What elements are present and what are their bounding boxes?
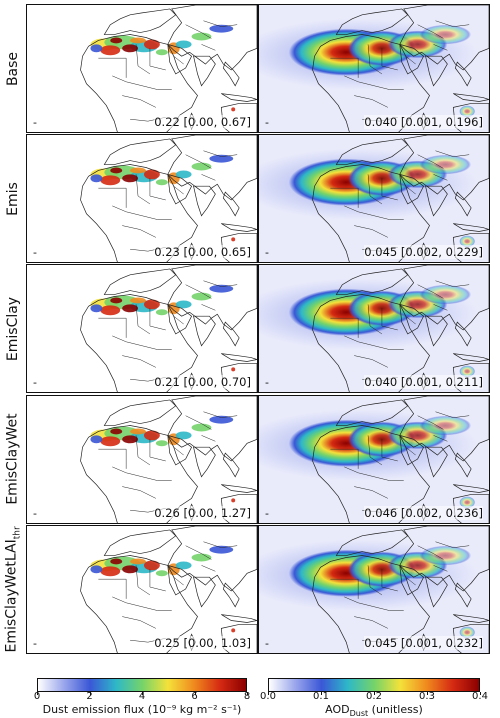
aod-map-panel: 0.040 [0.001, 0.196] -: [258, 4, 490, 133]
row-label-wrap: EmisClayWetLAIthr: [4, 526, 23, 652]
colorbar-tick-label: 0.0: [260, 691, 276, 702]
panel-corner-mark: -: [33, 116, 37, 129]
panel-corner-mark: -: [33, 636, 37, 650]
aod-map-panel: 0.040 [0.001, 0.211] -: [258, 264, 490, 394]
colorbar-tick-mark: [247, 692, 248, 695]
colorbar-tick-mark: [268, 692, 269, 695]
colorbar-tick-mark: [194, 692, 196, 695]
aod-stat-text: 0.045 [0.002, 0.229]: [364, 245, 483, 260]
emission-stat-text: 0.26 [0.00, 1.27]: [154, 505, 251, 520]
panel-corner-mark: -: [265, 376, 269, 390]
row-label: Emis: [0, 134, 26, 263]
colorbar-tick-label: 4: [138, 691, 146, 702]
row-label: EmisClay: [0, 264, 26, 393]
panel-corner-mark: -: [33, 246, 37, 260]
aod-map-panel: 0.045 [0.002, 0.229] -: [258, 134, 490, 264]
aod-label-main: AOD: [325, 703, 350, 716]
panel-corner-mark: -: [265, 246, 269, 260]
emission-map-panel: 0.21 [0.00, 0.70] -: [26, 264, 258, 394]
aod-colorbar: [268, 678, 480, 692]
row-label-text: Base: [5, 51, 21, 86]
colorbar-tick-label: 0: [33, 691, 41, 702]
colorbar-tick-label: 0.4: [472, 691, 488, 702]
row-label-text: EmisClayWetLAI: [3, 539, 20, 653]
emission-map-panel: 0.25 [0.00, 1.03] -: [26, 524, 258, 654]
aod-map: [259, 395, 489, 523]
row-label: EmisClayWet: [0, 395, 26, 524]
aod-stat-text: 0.040 [0.001, 0.211]: [364, 375, 483, 390]
aod-colorbar-label: AODDust (unitless): [262, 703, 486, 718]
emission-map: [27, 395, 257, 523]
colorbar-tick-mark: [142, 692, 143, 695]
colorbar-tick-label: 2: [86, 691, 93, 702]
colorbar-tick-mark: [374, 692, 375, 695]
emission-stat-text: 0.21 [0.00, 0.70]: [154, 375, 251, 390]
colorbar-tick-mark: [37, 692, 38, 695]
aod-map: [259, 5, 489, 132]
aod-map: [259, 265, 489, 393]
emission-map-panel: 0.26 [0.00, 1.27] -: [26, 394, 258, 524]
emission-stat-text: 0.25 [0.00, 1.03]: [154, 635, 251, 650]
panel-corner-mark: -: [265, 116, 269, 129]
panel-corner-mark: -: [33, 506, 37, 520]
emission-map: [27, 135, 257, 263]
aod-map-panel: 0.046 [0.002, 0.236] -: [258, 394, 490, 524]
aod-map: [259, 525, 489, 653]
row-label-text: Emis: [5, 181, 22, 216]
emission-colorbar: [37, 678, 247, 692]
row-label-text: EmisClayWet: [5, 413, 22, 505]
aod-label-rest: (unitless): [368, 703, 423, 716]
row-label-subscript: thr: [12, 526, 23, 540]
row-label-text: EmisClay: [5, 296, 22, 361]
aod-stat-text: 0.046 [0.002, 0.236]: [364, 505, 483, 520]
panel-corner-mark: -: [265, 636, 269, 650]
aod-map-panel: 0.045 [0.001, 0.232] -: [258, 524, 490, 654]
emission-map: [27, 265, 257, 393]
panel-corner-mark: -: [265, 506, 269, 520]
emission-colorbar-label: Dust emission flux (10⁻⁹ kg m⁻² s⁻¹): [42, 703, 242, 716]
aod-map: [259, 135, 489, 263]
emission-map-panel: 0.23 [0.00, 0.65] -: [26, 134, 258, 264]
row-label: EmisClayWetLAIthr: [0, 525, 26, 654]
aod-label-sub: Dust: [349, 709, 369, 718]
colorbar-tick-mark: [89, 692, 91, 695]
colorbar-tick-label: 8: [243, 691, 251, 702]
colorbar-tick-mark: [480, 692, 481, 695]
panel-corner-mark: -: [33, 376, 37, 390]
emission-map-panel: 0.22 [0.00, 0.67] -: [26, 4, 258, 133]
emission-stat-text: 0.22 [0.00, 0.67]: [154, 115, 251, 129]
aod-stat-text: 0.040 [0.001, 0.196]: [364, 115, 483, 129]
emission-map: [27, 5, 257, 132]
colorbar-tick-label: 0.3: [419, 691, 435, 702]
colorbar-tick-mark: [427, 692, 428, 695]
colorbar-tick-label: 0.1: [313, 691, 329, 702]
colorbar-tick-label: 0.2: [366, 691, 382, 702]
emission-map: [27, 525, 257, 653]
emission-stat-text: 0.23 [0.00, 0.65]: [154, 245, 251, 260]
aod-stat-text: 0.045 [0.001, 0.232]: [364, 635, 483, 650]
colorbar-tick-label: 6: [191, 691, 198, 702]
row-label: Base: [0, 4, 26, 133]
colorbar-tick-mark: [321, 692, 322, 695]
